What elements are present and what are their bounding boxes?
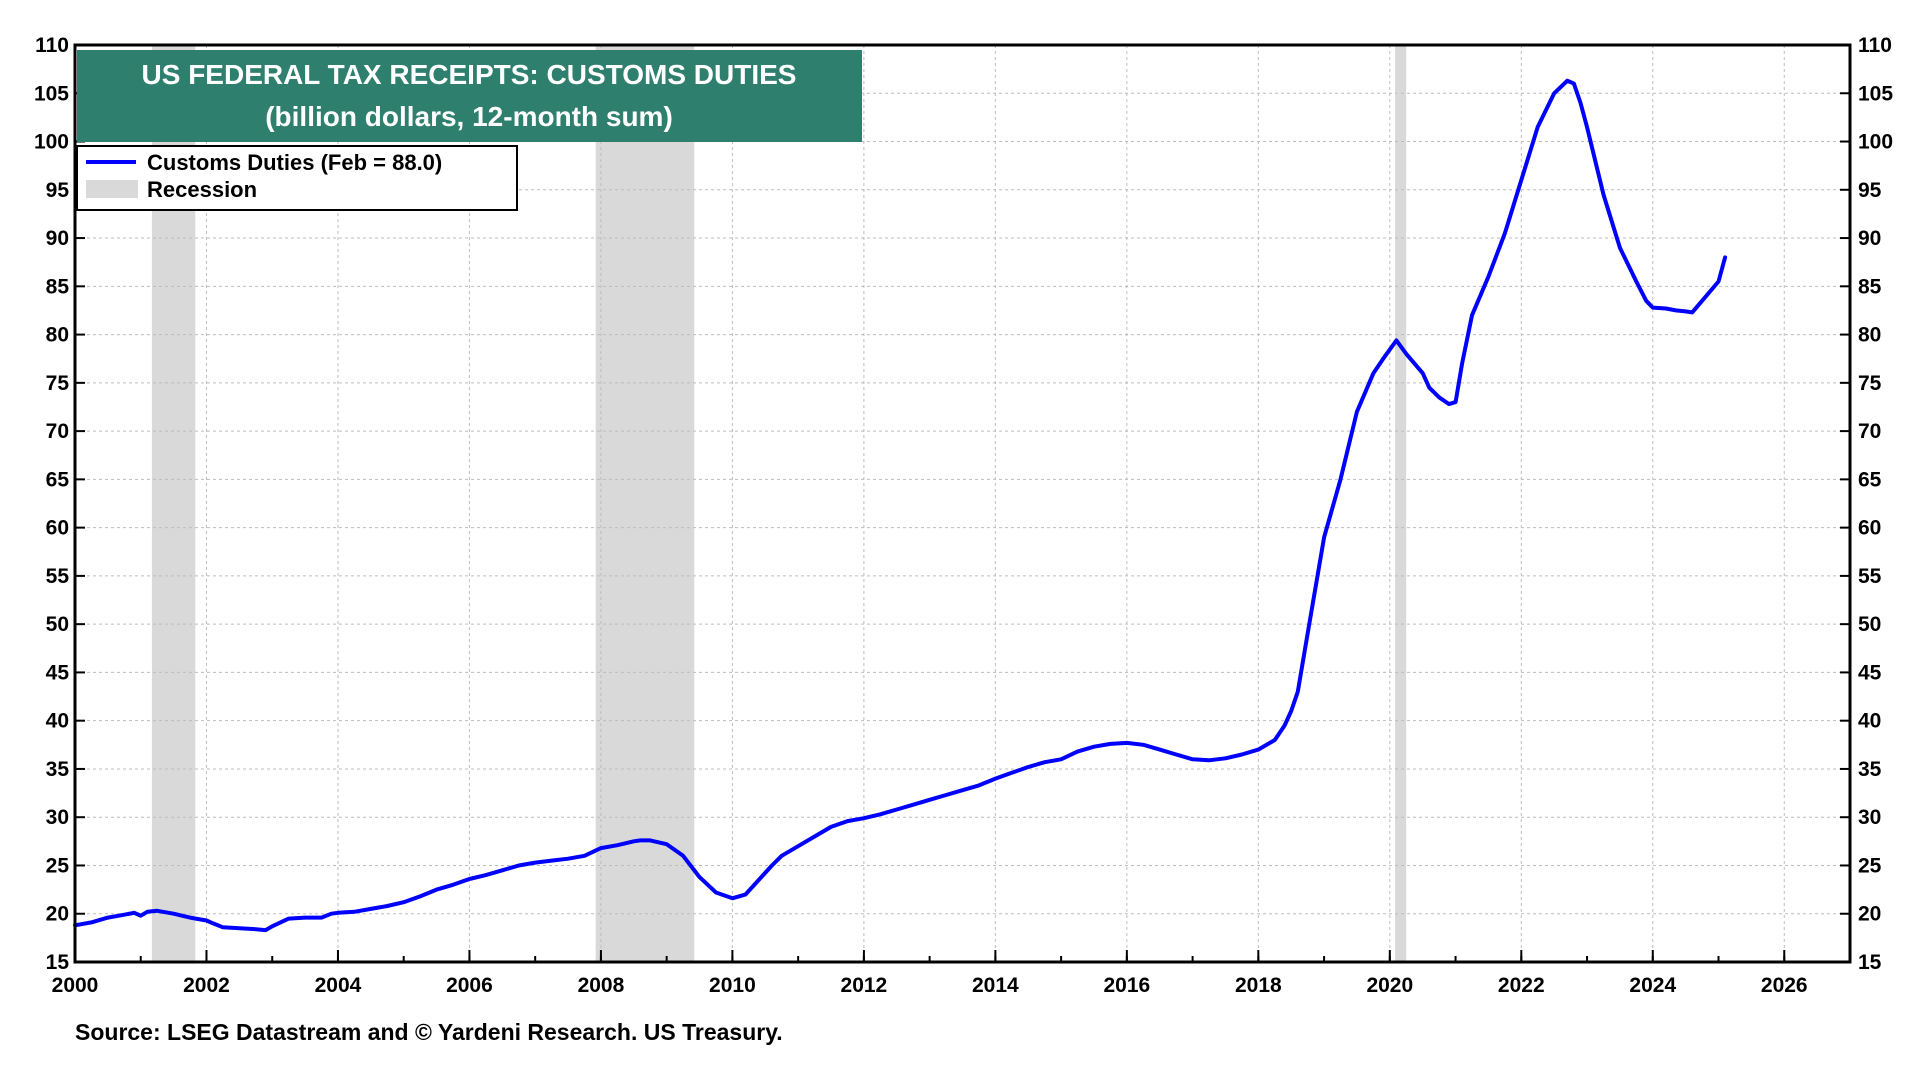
x-axis-ticks: 2000 2002 2004 2006 2008 2010 2012 2014 2016 2018… (52, 950, 1851, 997)
y-axis-ticks: 15 15 20 20 25 25 30 30 35 35 40 40 45 45 50 50 55 55 60 60… (34, 34, 1893, 974)
y-tick-label-right: 100 (1858, 131, 1893, 154)
x-tick-label: 2026 (1761, 974, 1808, 997)
chart-title: US FEDERAL TAX RECEIPTS: CUSTOMS DUTIES (142, 59, 797, 90)
gridlines (75, 45, 1850, 962)
y-tick-label-right: 90 (1858, 227, 1881, 250)
chart-subtitle: (billion dollars, 12-month sum) (265, 101, 673, 132)
x-tick-label: 2024 (1629, 974, 1676, 997)
x-tick-label: 2000 (52, 974, 99, 997)
recession-band (1395, 45, 1407, 962)
x-tick-label: 2020 (1366, 974, 1413, 997)
y-tick-label-left: 60 (46, 517, 69, 540)
y-tick-label-right: 60 (1858, 517, 1881, 540)
y-tick-label-right: 95 (1858, 179, 1882, 202)
y-tick-label-right: 75 (1858, 372, 1882, 395)
y-tick-label-right: 70 (1858, 420, 1881, 443)
y-tick-label-left: 95 (46, 179, 70, 202)
y-tick-label-right: 55 (1858, 565, 1882, 588)
x-tick-label: 2006 (446, 974, 493, 997)
y-tick-label-left: 90 (46, 227, 69, 250)
title-background (77, 50, 862, 142)
y-tick-label-left: 110 (35, 34, 69, 57)
legend-label-customs-duties: Customs Duties (Feb = 88.0) (147, 150, 442, 175)
x-tick-label: 2002 (183, 974, 230, 997)
y-tick-label-left: 25 (46, 854, 70, 877)
series-line-customs-duties (73, 78, 1728, 933)
legend-box (76, 145, 518, 211)
y-tick-label-left: 20 (46, 903, 69, 926)
y-tick-label-left: 70 (46, 420, 69, 443)
legend: Customs Duties (Feb = 88.0) Recession (76, 145, 518, 211)
source-note: Source: LSEG Datastream and © Yardeni Re… (75, 1019, 783, 1045)
y-tick-label-left: 50 (46, 613, 69, 636)
y-tick-label-right: 105 (1858, 82, 1893, 105)
y-tick-label-left: 35 (46, 758, 70, 781)
x-tick-label: 2008 (578, 974, 625, 997)
y-tick-label-left: 30 (46, 806, 69, 829)
plot-frame (73, 43, 1852, 964)
y-tick-label-right: 50 (1858, 613, 1881, 636)
recession-band (595, 45, 695, 962)
y-tick-label-right: 80 (1858, 324, 1881, 347)
y-tick-label-right: 85 (1858, 275, 1882, 298)
x-tick-label: 2016 (1103, 974, 1150, 997)
y-tick-label-right: 45 (1858, 661, 1882, 684)
y-tick-label-right: 110 (1858, 34, 1892, 57)
y-tick-label-left: 65 (46, 468, 70, 491)
x-tick-label: 2014 (972, 974, 1019, 997)
y-tick-label-right: 25 (1858, 854, 1882, 877)
y-tick-label-left: 80 (46, 324, 69, 347)
y-tick-label-right: 40 (1858, 710, 1881, 733)
y-tick-label-left: 105 (34, 82, 69, 105)
y-tick-label-left: 15 (46, 951, 70, 974)
x-tick-label: 2004 (315, 974, 362, 997)
y-tick-label-left: 55 (46, 565, 70, 588)
y-tick-label-right: 35 (1858, 758, 1882, 781)
y-tick-label-left: 75 (46, 372, 70, 395)
y-tick-label-left: 40 (46, 710, 69, 733)
x-tick-label: 2012 (841, 974, 888, 997)
series-lines (73, 78, 1728, 933)
y-tick-label-right: 65 (1858, 468, 1882, 491)
legend-swatch-recession (86, 180, 138, 198)
legend-label-recession: Recession (147, 177, 257, 202)
y-tick-label-left: 100 (34, 131, 69, 154)
x-tick-label: 2018 (1235, 974, 1282, 997)
y-tick-label-left: 85 (46, 275, 70, 298)
title-box: US FEDERAL TAX RECEIPTS: CUSTOMS DUTIES … (77, 50, 862, 142)
y-tick-label-right: 20 (1858, 903, 1881, 926)
y-tick-label-right: 30 (1858, 806, 1881, 829)
y-tick-label-left: 45 (46, 661, 70, 684)
x-tick-label: 2022 (1498, 974, 1545, 997)
x-tick-label: 2010 (709, 974, 756, 997)
y-tick-label-right: 15 (1858, 951, 1882, 974)
